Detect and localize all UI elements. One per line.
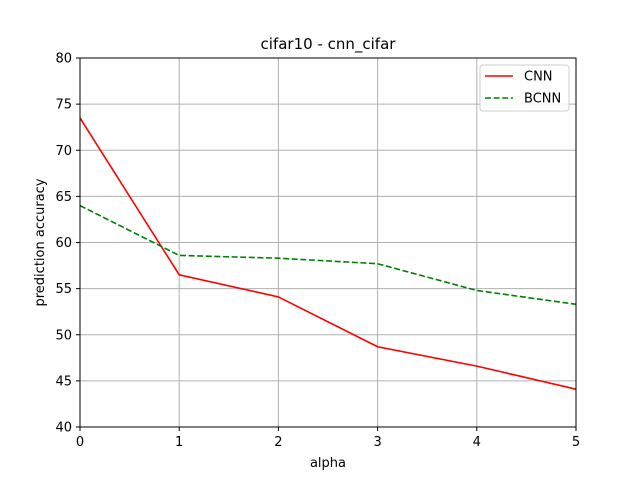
y-tick-label: 80 [55,52,72,67]
y-tick-label: 50 [55,328,72,343]
y-tick-label: 55 [55,282,72,297]
legend: CNN BCNN [479,64,570,112]
y-axis-label: prediction accuracy [33,178,48,306]
series-line-bcnn [79,204,577,306]
legend-label-cnn: CNN [524,70,553,85]
chart-title: cifar10 - cnn_cifar [261,35,397,54]
x-tick-label: 5 [572,435,580,450]
y-tick-label: 70 [55,144,72,159]
x-tick-label: 0 [76,435,84,450]
x-tick-label: 3 [373,435,381,450]
series-line-cnn [79,117,577,390]
y-tick-label: 60 [55,236,72,251]
x-tick-label: 2 [274,435,282,450]
series-lines [79,117,577,390]
y-tick-label: 65 [55,190,72,205]
legend-label-bcnn: BCNN [524,92,561,107]
x-axis-label: alpha [310,456,346,471]
y-tick-label: 40 [55,421,72,436]
y-tick-label: 75 [55,98,72,113]
y-tick-label: 45 [55,374,72,389]
x-tick-label: 1 [175,435,183,450]
x-tick-label: 4 [473,435,481,450]
